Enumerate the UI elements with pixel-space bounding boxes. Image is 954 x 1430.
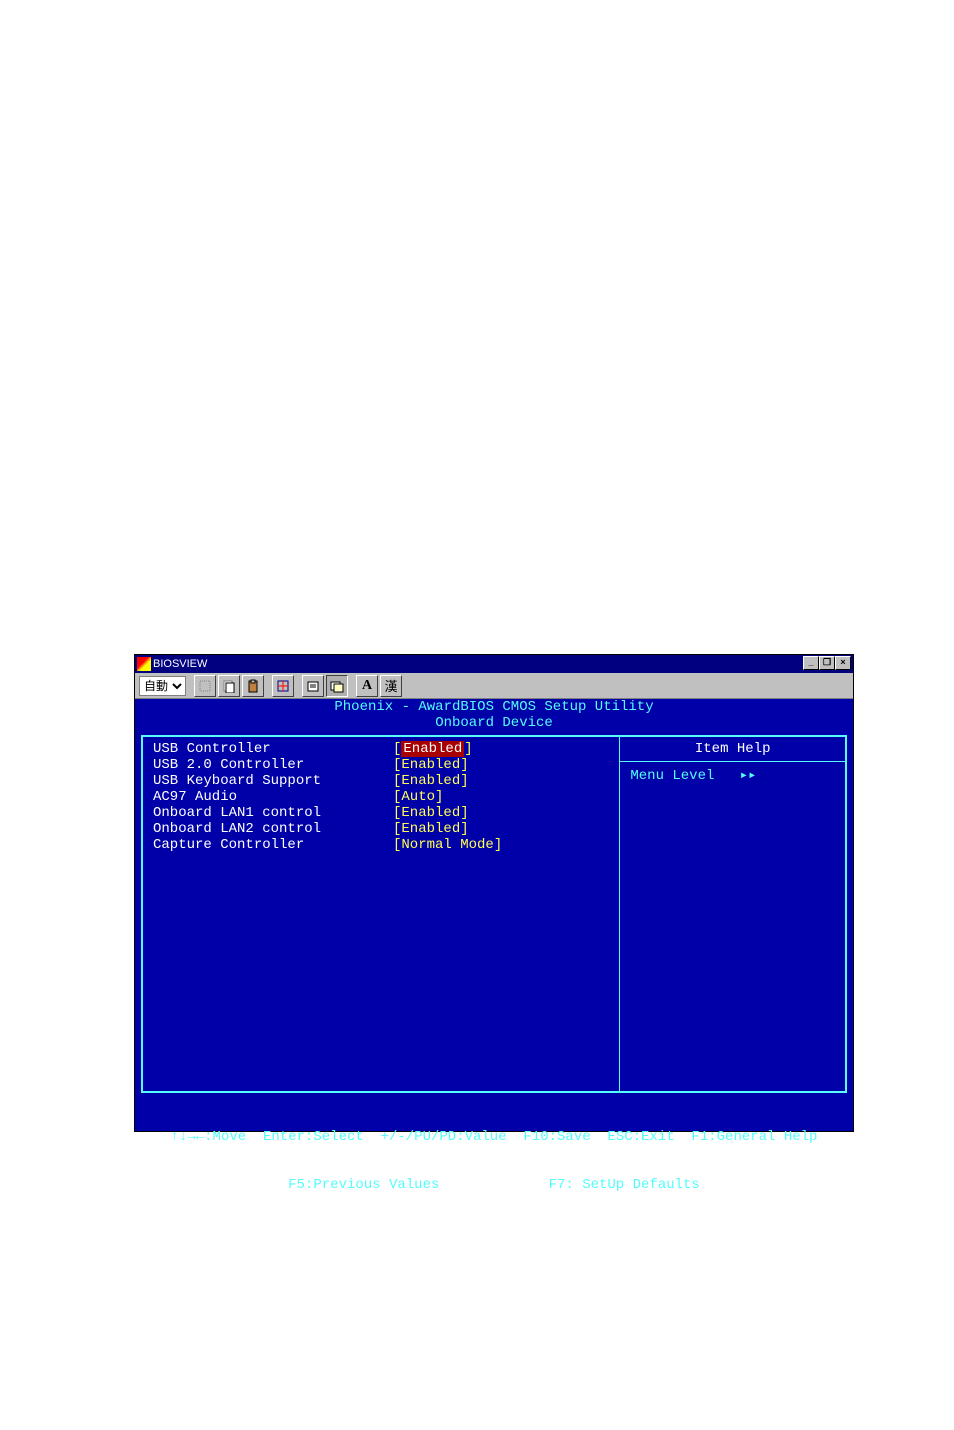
window-title: BIOSVIEW — [153, 658, 207, 670]
setting-label: USB Keyboard Support — [153, 773, 393, 789]
background-button[interactable] — [326, 675, 348, 697]
copy-button[interactable] — [218, 675, 240, 697]
bracket-close: ] — [494, 837, 502, 853]
bios-help-panel: Item Help Menu Level ▸▸ — [620, 737, 845, 1091]
app-icon — [137, 657, 151, 671]
fullscreen-button[interactable] — [272, 675, 294, 697]
bios-frame: USB Controller[Enabled]USB 2.0 Controlle… — [141, 735, 847, 1093]
setting-row[interactable]: USB Controller[Enabled] — [153, 741, 609, 757]
ime-button[interactable]: 漢 — [380, 675, 402, 697]
setting-value: Enabled — [401, 773, 460, 789]
bios-title-1: Phoenix - AwardBIOS CMOS Setup Utility — [135, 699, 853, 715]
setting-value: Enabled — [401, 757, 460, 773]
setting-row[interactable]: USB Keyboard Support[Enabled] — [153, 773, 609, 789]
bracket-close: ] — [460, 805, 468, 821]
menu-level-arrow-icon: ▸▸ — [740, 768, 757, 784]
item-help-body: Menu Level ▸▸ — [620, 762, 845, 790]
setting-row[interactable]: Onboard LAN2 control[Enabled] — [153, 821, 609, 837]
setting-label: Onboard LAN1 control — [153, 805, 393, 821]
bios-screen: Phoenix - AwardBIOS CMOS Setup Utility O… — [135, 699, 853, 1131]
maximize-button[interactable]: ❐ — [819, 656, 835, 670]
setting-value: Enabled — [401, 741, 464, 757]
setting-label: Onboard LAN2 control — [153, 821, 393, 837]
biosview-window: BIOSVIEW _ ❐ × 自動 A 漢 Phoenix - AwardBIO… — [134, 654, 854, 1132]
setting-row[interactable]: AC97 Audio[Auto] — [153, 789, 609, 805]
font-button[interactable]: A — [356, 675, 378, 697]
menu-level-label: Menu Level — [630, 768, 714, 784]
setting-value: Enabled — [401, 805, 460, 821]
zoom-dropdown[interactable]: 自動 — [139, 676, 186, 696]
bracket-close: ] — [460, 757, 468, 773]
paste-button[interactable] — [242, 675, 264, 697]
footer-line-1: ↑↓→←:Move Enter:Select +/-/PU/PD:Value F… — [135, 1129, 853, 1145]
setting-value: Normal Mode — [401, 837, 493, 853]
setting-row[interactable]: USB 2.0 Controller[Enabled] — [153, 757, 609, 773]
setting-label: Capture Controller — [153, 837, 393, 853]
mark-button[interactable] — [194, 675, 216, 697]
bracket-close: ] — [460, 773, 468, 789]
bios-footer: ↑↓→←:Move Enter:Select +/-/PU/PD:Value F… — [135, 1097, 853, 1131]
minimize-button[interactable]: _ — [803, 656, 819, 670]
setting-label: USB Controller — [153, 741, 393, 757]
bios-header: Phoenix - AwardBIOS CMOS Setup Utility O… — [135, 699, 853, 731]
properties-button[interactable] — [302, 675, 324, 697]
bracket-close: ] — [460, 821, 468, 837]
close-button[interactable]: × — [835, 656, 851, 670]
setting-row[interactable]: Capture Controller[Normal Mode] — [153, 837, 609, 853]
bios-settings-panel: USB Controller[Enabled]USB 2.0 Controlle… — [143, 737, 620, 1091]
bios-title-2: Onboard Device — [135, 715, 853, 731]
footer-line-2: F5:Previous Values F7: SetUp Defaults — [135, 1177, 853, 1193]
setting-label: USB 2.0 Controller — [153, 757, 393, 773]
window-controls: _ ❐ × — [803, 656, 851, 670]
bracket-close: ] — [435, 789, 443, 805]
window-titlebar: BIOSVIEW _ ❐ × — [135, 655, 853, 673]
toolbar: 自動 A 漢 — [135, 673, 853, 699]
setting-row[interactable]: Onboard LAN1 control[Enabled] — [153, 805, 609, 821]
setting-value: Enabled — [401, 821, 460, 837]
item-help-header: Item Help — [620, 737, 845, 762]
setting-value: Auto — [401, 789, 435, 805]
setting-label: AC97 Audio — [153, 789, 393, 805]
bracket-close: ] — [464, 741, 472, 757]
